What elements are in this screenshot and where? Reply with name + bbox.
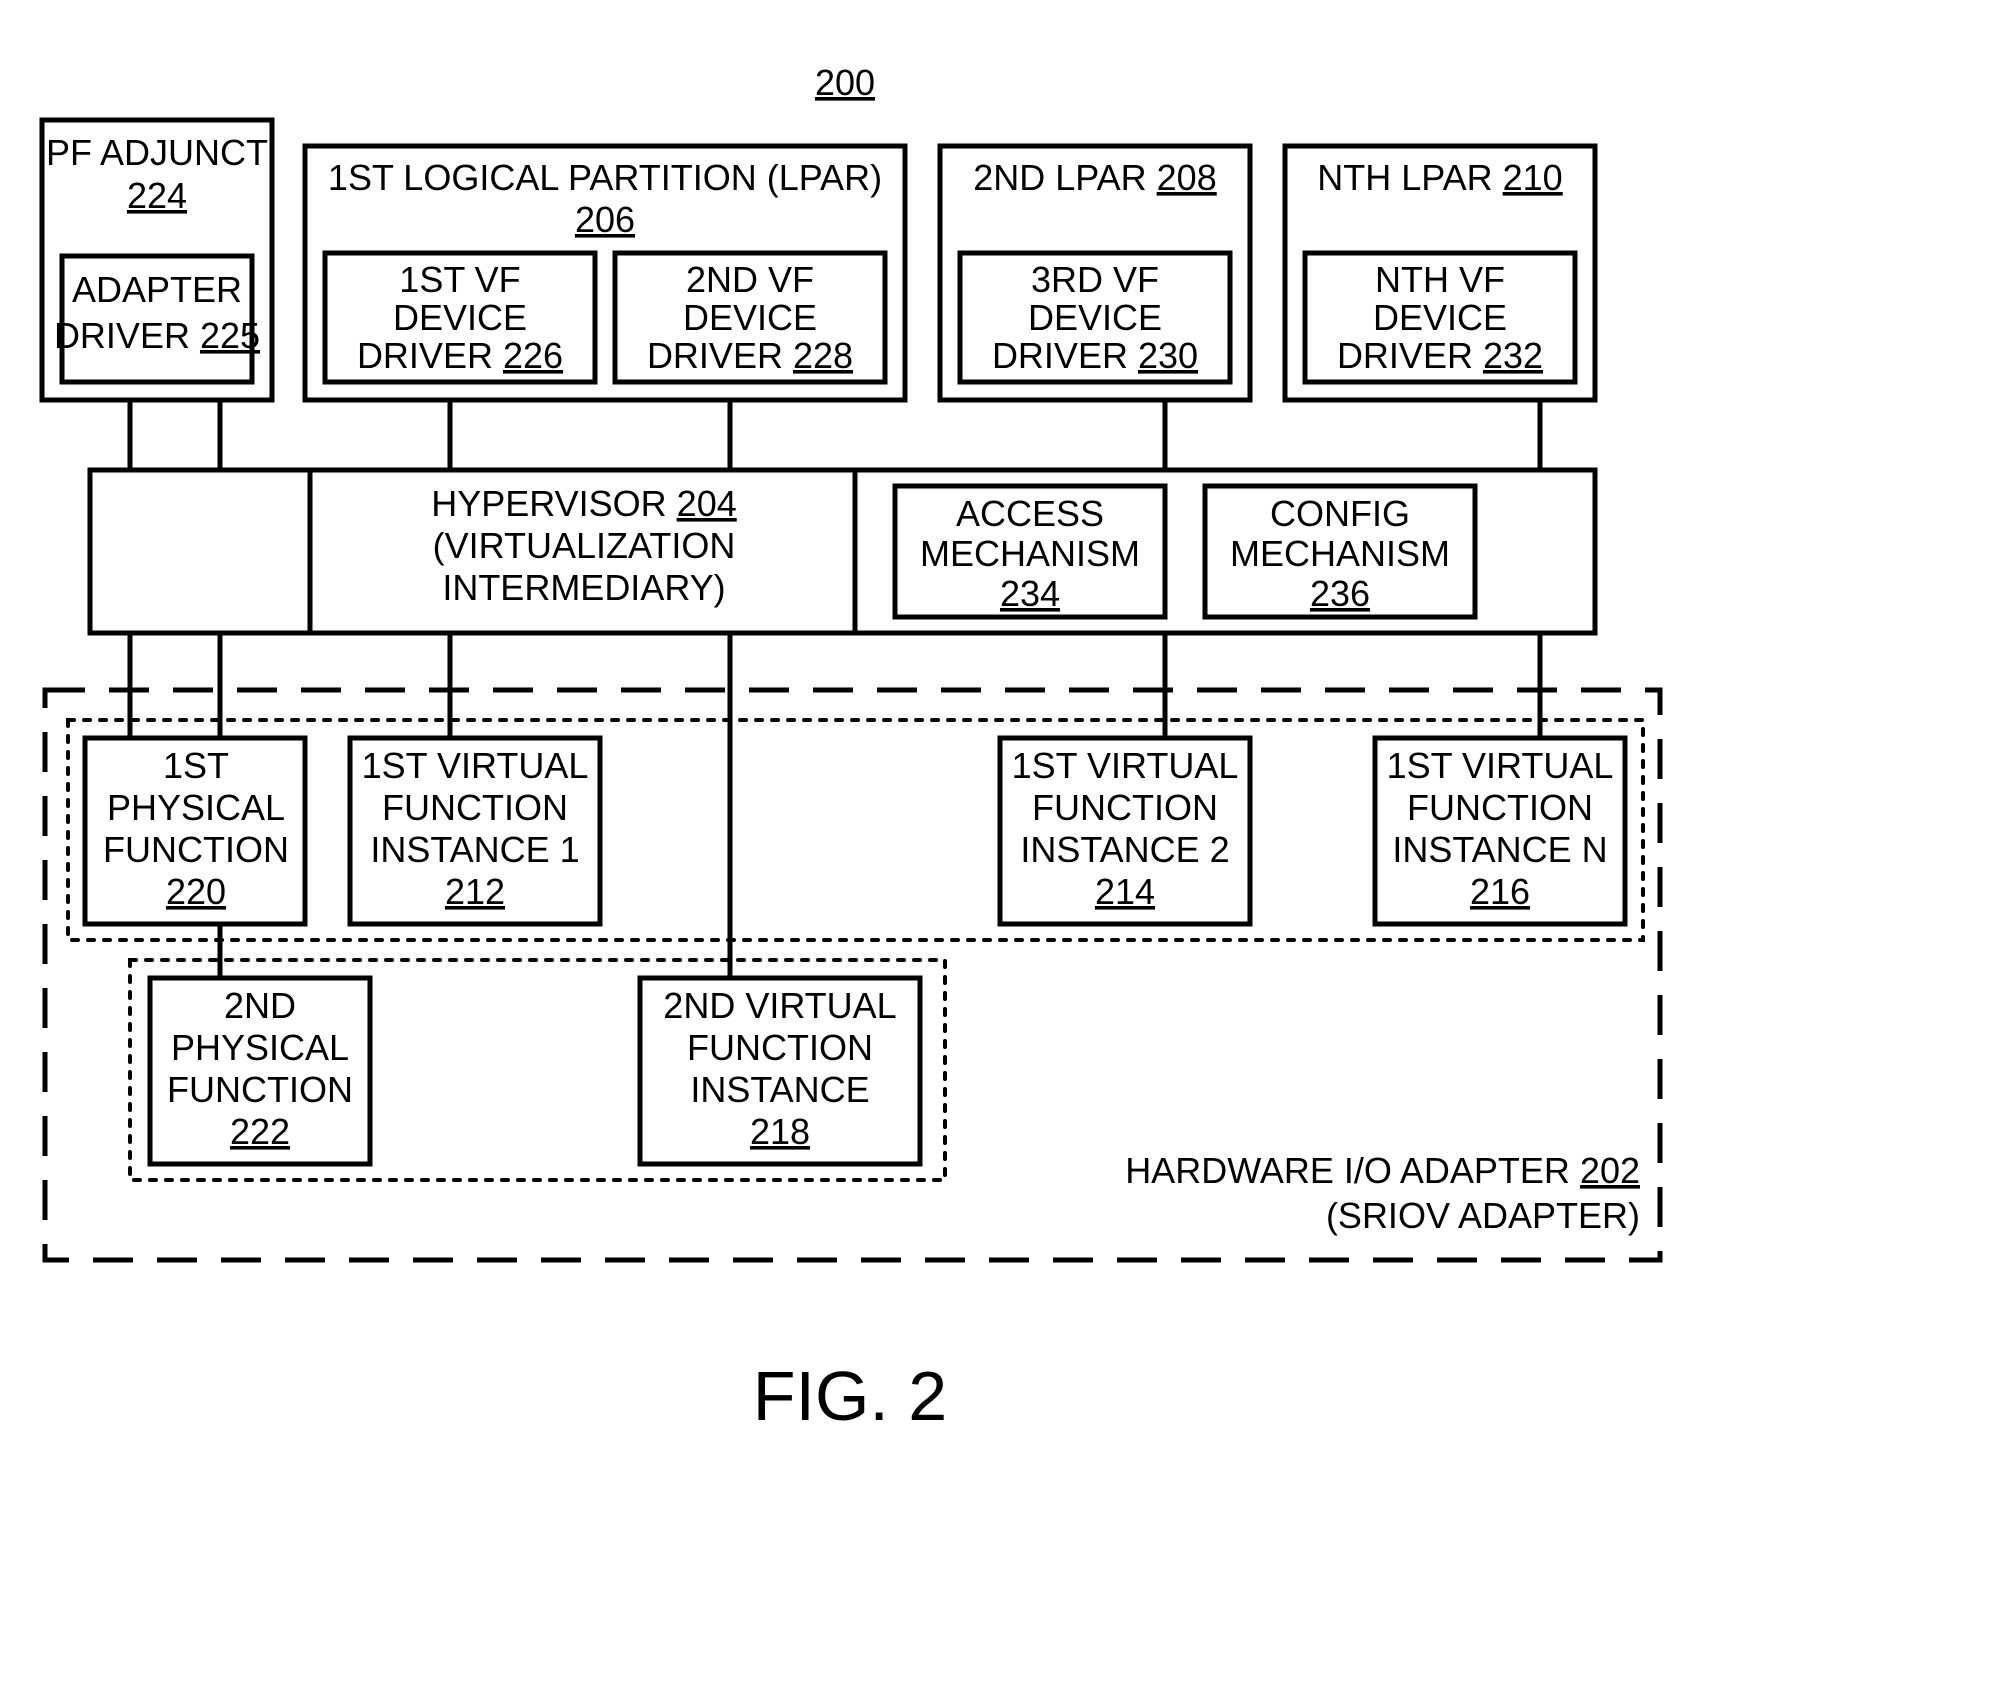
access-l1: ACCESS	[956, 493, 1104, 534]
vfiN-num: 216	[1470, 871, 1530, 912]
figure-caption: FIG. 2	[753, 1357, 947, 1435]
hypervisor-l1: HYPERVISOR 204	[431, 483, 737, 524]
access-l2: MECHANISM	[920, 533, 1140, 574]
vf3-l3: DRIVER 230	[992, 335, 1198, 376]
pf2-l3: FUNCTION	[167, 1069, 353, 1110]
pf-adjunct-group: PF ADJUNCT 224 ADAPTER DRIVER 225	[42, 120, 272, 400]
lpar2-l1: 2ND LPAR 208	[973, 157, 1216, 198]
config-l1: CONFIG	[1270, 493, 1410, 534]
vfi2a-num: 214	[1095, 871, 1155, 912]
vfi1-l2: FUNCTION	[382, 787, 568, 828]
vfi2a-l2: FUNCTION	[1032, 787, 1218, 828]
vfi2b-num: 218	[750, 1111, 810, 1152]
config-l2: MECHANISM	[1230, 533, 1450, 574]
vfiN-group: 1ST VIRTUAL FUNCTION INSTANCE N 216	[1375, 738, 1625, 924]
vfi2b-group: 2ND VIRTUAL FUNCTION INSTANCE 218	[640, 978, 920, 1164]
pf1-l2: PHYSICAL	[107, 787, 285, 828]
pf1-group: 1ST PHYSICAL FUNCTION 220	[85, 738, 305, 924]
access-num: 234	[1000, 573, 1060, 614]
hw-adapter-l1: HARDWARE I/O ADAPTER 202	[1125, 1150, 1640, 1191]
vfi1-l1: 1ST VIRTUAL	[362, 745, 589, 786]
vfi2a-l1: 1ST VIRTUAL	[1012, 745, 1239, 786]
figure-number: 200	[815, 62, 875, 103]
vf3-l2: DEVICE	[1028, 297, 1162, 338]
pf2-group: 2ND PHYSICAL FUNCTION 222	[150, 978, 370, 1164]
vfi2b-l2: FUNCTION	[687, 1027, 873, 1068]
pf2-num: 222	[230, 1111, 290, 1152]
hw-adapter-l2: (SRIOV ADAPTER)	[1326, 1195, 1640, 1236]
lpar1-num: 206	[575, 199, 635, 240]
vfiN-l3: INSTANCE N	[1392, 829, 1607, 870]
lparN-group: NTH LPAR 210 NTH VF DEVICE DRIVER 232	[1285, 146, 1595, 400]
vf2-l1: 2ND VF	[686, 259, 814, 300]
vfiN-l1: 1ST VIRTUAL	[1387, 745, 1614, 786]
vf2-l3: DRIVER 228	[647, 335, 853, 376]
vfn-l1: NTH VF	[1375, 259, 1505, 300]
hypervisor-group: HYPERVISOR 204 (VIRTUALIZATION INTERMEDI…	[90, 470, 1595, 633]
config-num: 236	[1310, 573, 1370, 614]
vfn-l3: DRIVER 232	[1337, 335, 1543, 376]
vfi1-group: 1ST VIRTUAL FUNCTION INSTANCE 1 212	[350, 738, 600, 924]
lpar1-l1: 1ST LOGICAL PARTITION (LPAR)	[328, 157, 882, 198]
vfiN-l2: FUNCTION	[1407, 787, 1593, 828]
vfi2a-group: 1ST VIRTUAL FUNCTION INSTANCE 2 214	[1000, 738, 1250, 924]
lpar2-group: 2ND LPAR 208 3RD VF DEVICE DRIVER 230	[940, 146, 1250, 400]
pf1-l1: 1ST	[163, 745, 229, 786]
vfn-l2: DEVICE	[1373, 297, 1507, 338]
pf1-l3: FUNCTION	[103, 829, 289, 870]
vfi2b-l1: 2ND VIRTUAL	[663, 985, 896, 1026]
hypervisor-l2: (VIRTUALIZATION	[433, 525, 736, 566]
vfi2a-l3: INSTANCE 2	[1020, 829, 1229, 870]
vf1-l3: DRIVER 226	[357, 335, 563, 376]
vf2-l2: DEVICE	[683, 297, 817, 338]
adapter-driver-l1: ADAPTER	[72, 269, 242, 310]
vfi1-num: 212	[445, 871, 505, 912]
lpar1-group: 1ST LOGICAL PARTITION (LPAR) 206 1ST VF …	[305, 146, 905, 400]
vf3-l1: 3RD VF	[1031, 259, 1159, 300]
pf2-l1: 2ND	[224, 985, 296, 1026]
vfi1-l3: INSTANCE 1	[370, 829, 579, 870]
vf1-l2: DEVICE	[393, 297, 527, 338]
pf1-num: 220	[166, 871, 226, 912]
hypervisor-l3: INTERMEDIARY)	[442, 567, 725, 608]
lparN-l1: NTH LPAR 210	[1317, 157, 1562, 198]
pf2-l2: PHYSICAL	[171, 1027, 349, 1068]
pf-adjunct-l1: PF ADJUNCT	[46, 132, 268, 173]
pf-adjunct-num: 224	[127, 175, 187, 216]
adapter-driver-l2: DRIVER 225	[54, 315, 260, 356]
vf1-l1: 1ST VF	[399, 259, 520, 300]
vfi2b-l3: INSTANCE	[690, 1069, 869, 1110]
